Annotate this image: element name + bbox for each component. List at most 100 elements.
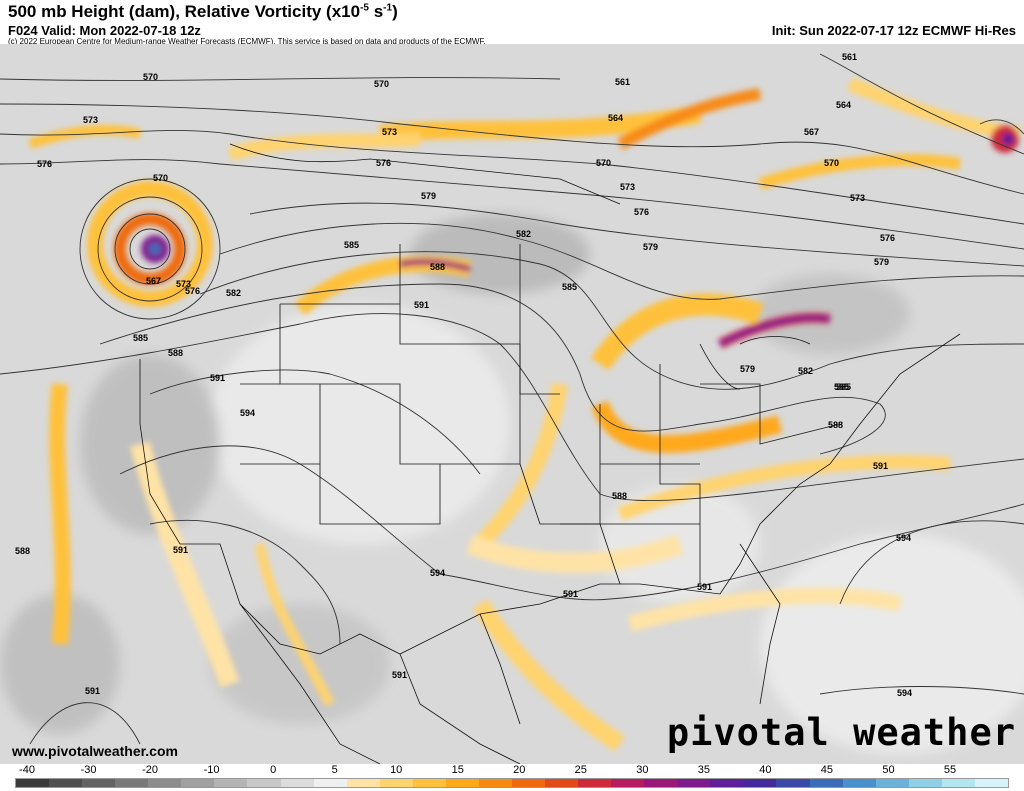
map-canvas: 570 573 576 570 573 576 570 561 564 567 … [0,44,1024,764]
contour-label: 579 [740,364,755,374]
contour-label: 570 [143,72,158,82]
colorbar-swatch [941,779,975,787]
contour-label: 567 [804,127,819,137]
contour-label: 567 [146,276,161,286]
colorbar-swatch [710,779,744,787]
contour-label: 582 [516,229,531,239]
contour-label: 591 [210,373,225,383]
contour-label: 564 [608,113,623,123]
colorbar-tick-label: 20 [513,764,526,776]
colorbar-swatch [809,779,843,787]
colorbar-swatch [611,779,645,787]
contour-label: 573 [176,279,191,289]
colorbar-tick-label: 15 [451,764,464,776]
credit-text: (c) 2022 European Centre for Medium-rang… [8,37,486,46]
contour-label: 573 [83,115,98,125]
contour-label: 570 [153,173,168,183]
contour-label: 591 [563,589,578,599]
vorticity-bands [28,77,1021,752]
contour-label: 585 [834,382,849,392]
colorbar-swatch [644,779,678,787]
contour-label: 594 [240,408,255,418]
contour-label-group: 570 573 576 570 573 576 570 561 564 567 … [15,52,912,698]
contour-label: 579 [874,257,889,267]
contour-label: 573 [382,127,397,137]
contour-label: 579 [643,242,658,252]
colorbar: -40 -30 -20 -10 0 5 10 15 20 25 30 35 40 45 50 55 [0,764,1024,791]
colorbar-swatch [511,779,545,787]
contour-label: 591 [85,686,100,696]
contour-label: 588 [15,546,30,556]
contour-label: 582 [798,366,813,376]
colorbar-tick-label: 50 [882,764,895,776]
contour-label: 594 [897,688,912,698]
contour-label: 573 [850,193,865,203]
contour-label: 585 [344,240,359,250]
init-time: Init: Sun 2022-07-17 12z ECMWF Hi-Res [771,23,1016,38]
colorbar-swatch [49,779,83,787]
contour-label: 570 [374,79,389,89]
colorbar-swatch [842,779,876,787]
colorbar-swatch [478,779,512,787]
colorbar-swatch [776,779,810,787]
brand-logo: pivotal weather [666,711,1016,754]
colorbar-swatch [379,779,413,787]
colorbar-swatch [578,779,612,787]
contour-label: 591 [697,582,712,592]
colorbar-tick-label: 55 [943,764,957,776]
colorbar-swatch [412,779,446,787]
contour-label: 573 [620,182,635,192]
colorbar-tick-label: 45 [820,764,834,776]
colorbar-swatches [15,778,1009,788]
contour-label: 576 [185,286,200,296]
colorbar-swatch [908,779,942,787]
colorbar-tick-label: 35 [697,764,710,776]
colorbar-swatch [313,779,347,787]
colorbar-tick-label: 10 [390,764,403,776]
colorbar-swatch [148,779,182,787]
colorbar-tick-label: -20 [142,764,159,776]
colorbar-swatch [214,779,248,787]
valid-time: F024 Valid: Mon 2022-07-18 12z [8,23,201,38]
colorbar-swatch [280,779,314,787]
contour-label: 585 [562,282,577,292]
contour-label: 591 [392,670,407,680]
contour-label: 564 [836,100,851,110]
contour-label: 576 [634,207,649,217]
colorbar-tick-label: -30 [80,764,97,776]
colorbar-tick-label: 30 [636,764,649,776]
colorbar-swatch [545,779,579,787]
contour-label: 594 [896,533,911,543]
colorbar-swatch [115,779,149,787]
colorbar-swatch [16,779,50,787]
contour-label: 576 [376,158,391,168]
header: 500 mb Height (dam), Relative Vorticity … [0,0,1024,46]
colorbar-swatch [677,779,711,787]
colorbar-tick-label: 40 [759,764,772,776]
contour-label: 570 [596,158,611,168]
contour-label: 561 [842,52,857,62]
colorbar-swatch [445,779,479,787]
contour-label: 588 [168,348,183,358]
colorbar-tick-label: 0 [270,764,277,776]
colorbar-swatch [875,779,909,787]
weather-map: 570 573 576 570 573 576 570 561 564 567 … [0,44,1024,764]
contour-label: 585 [133,333,148,343]
contour-label: 561 [615,77,630,87]
contour-label: 591 [173,545,188,555]
colorbar-swatch [346,779,380,787]
map-title: 500 mb Height (dam), Relative Vorticity … [8,2,398,21]
contour-label: 570 [824,158,839,168]
contour-label: 582 [226,288,241,298]
colorbar-swatch [974,779,1008,787]
contour-label: 576 [880,233,895,243]
contour-label: 588 [612,491,627,501]
colorbar-swatch [247,779,281,787]
contour-label: 591 [414,300,429,310]
contour-label: 588 [430,262,445,272]
colorbar-tick-label: 25 [574,764,587,776]
colorbar-labels: -40 -30 -20 -10 0 5 10 15 20 25 30 35 40 45 50 55 [0,764,1024,777]
colorbar-swatch [743,779,777,787]
political-boundaries [139,143,961,764]
colorbar-tick-label: 5 [331,764,338,776]
